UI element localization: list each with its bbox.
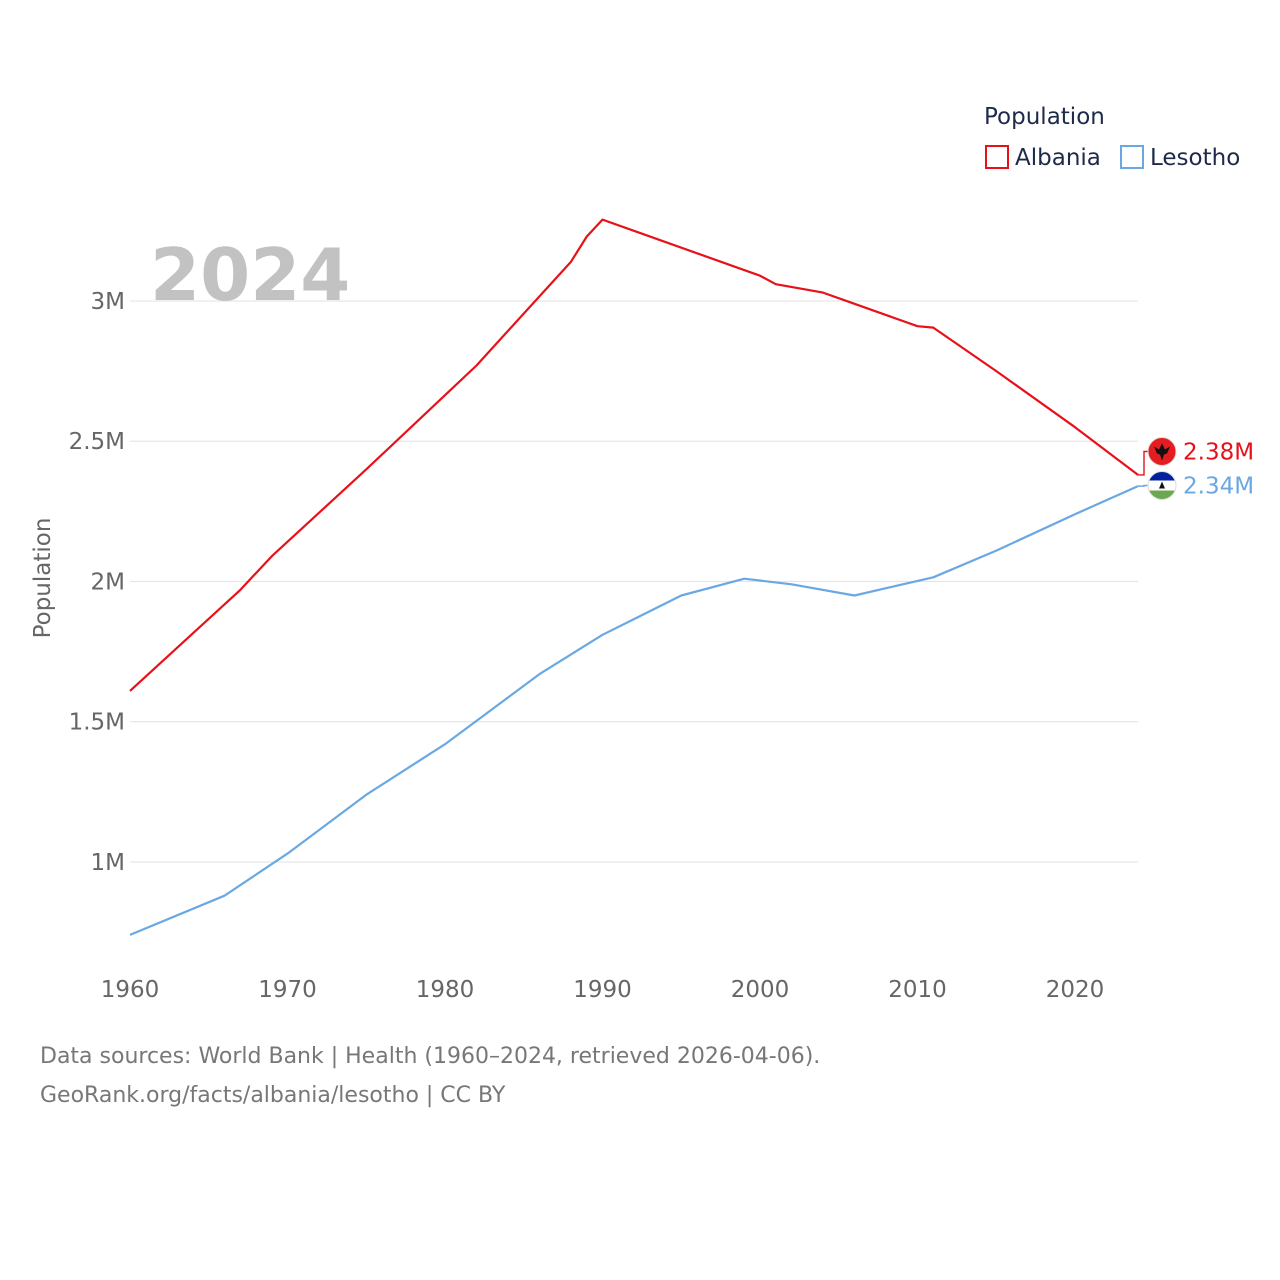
end-markers: 2.38M 2.34M: [1138, 437, 1254, 501]
x-tick-label-1960: 1960: [101, 977, 160, 1003]
axis-labels: 1M 1.5M 2M 2.5M 3M 1960 1970 1980 1990 2000 2010 20…: [69, 289, 1105, 1003]
grid-lines: [130, 300, 1138, 863]
year-label: 2024: [150, 233, 350, 317]
x-tick-label-1980: 1980: [416, 977, 475, 1003]
end-label-lesotho: 2.34M: [1183, 474, 1254, 500]
y-tick-label-3m: 3M: [91, 289, 125, 315]
end-label-albania: 2.38M: [1183, 440, 1254, 466]
x-tick-label-2000: 2000: [731, 977, 790, 1003]
footer-sources: Data sources: World Bank | Health (1960–…: [40, 1044, 821, 1069]
x-tick-label-1970: 1970: [258, 977, 317, 1003]
albania-flag-icon: [1147, 437, 1177, 467]
lesotho-flag-icon: [1147, 471, 1177, 501]
legend-title: Population: [984, 104, 1105, 130]
x-tick-label-1990: 1990: [573, 977, 632, 1003]
y-axis-title: Population: [30, 518, 56, 639]
y-tick-label-2-5m: 2.5M: [69, 429, 125, 455]
legend-item-lesotho[interactable]: Lesotho: [1120, 145, 1240, 171]
legend-item-albania[interactable]: Albania: [985, 145, 1101, 171]
end-connector-albania: [1138, 450, 1148, 476]
y-tick-label-1m: 1M: [91, 850, 125, 876]
series-lines: [129, 218, 1139, 936]
series-line-lesotho[interactable]: [129, 485, 1139, 936]
y-tick-label-1-5m: 1.5M: [69, 710, 125, 736]
series-line-albania[interactable]: [129, 218, 1139, 692]
footer-credit[interactable]: GeoRank.org/facts/albania/lesotho | CC B…: [40, 1083, 506, 1108]
legend-swatch-lesotho: [1120, 145, 1144, 169]
x-tick-label-2010: 2010: [888, 977, 947, 1003]
x-tick-label-2020: 2020: [1046, 977, 1105, 1003]
end-connector-lesotho: [1138, 484, 1148, 487]
population-chart: 1M 1.5M 2M 2.5M 3M 1960 1970 1980 1990 2000 2010 20…: [30, 104, 1254, 1003]
legend-label-albania: Albania: [1015, 145, 1101, 171]
y-tick-label-2m: 2M: [91, 569, 125, 595]
legend-label-lesotho: Lesotho: [1150, 145, 1240, 171]
legend-swatch-albania: [985, 145, 1009, 169]
legend: Population Albania Lesotho: [984, 104, 1240, 171]
